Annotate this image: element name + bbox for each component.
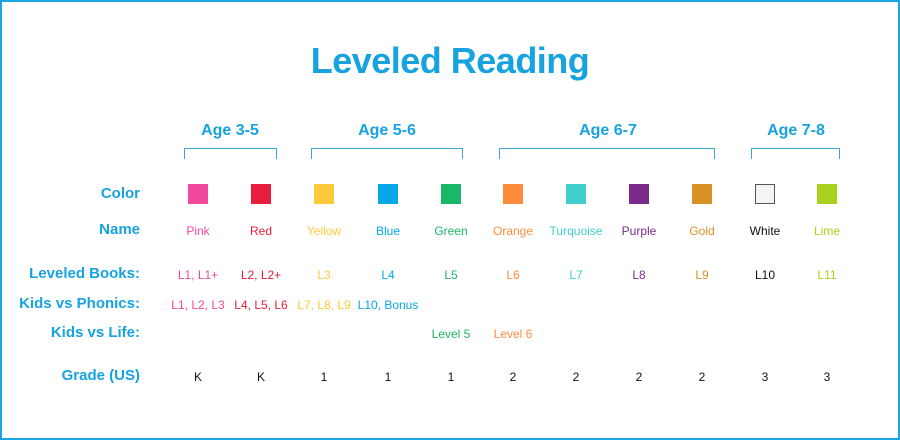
- kids-vs-phonics-cell: L4, L5, L6: [234, 298, 288, 312]
- grade-cell: 1: [384, 370, 392, 384]
- level-name-lime: Lime: [813, 224, 841, 238]
- kids-vs-phonics-cell: L7, L8, L9: [297, 298, 351, 312]
- kids-vs-phonics-cell: L1, L2, L3: [171, 298, 225, 312]
- leveled-books-cell: L7: [569, 268, 583, 282]
- age-group-label: Age 6-7: [579, 122, 637, 139]
- level-name-white: White: [749, 224, 781, 238]
- row-label-kids-vs-phonics: Kids vs Phonics:: [19, 295, 140, 312]
- leveled-books-cell: L10: [754, 268, 776, 282]
- color-swatch-gold: [692, 184, 712, 204]
- leveled-books-cell: L3: [317, 268, 331, 282]
- color-swatch-purple: [629, 184, 649, 204]
- leveled-books-cell: L11: [817, 268, 837, 282]
- color-swatch-turquoise: [566, 184, 586, 204]
- level-name-gold: Gold: [689, 224, 715, 238]
- row-label-color: Color: [100, 185, 140, 202]
- leveled-books-cell: L6: [506, 268, 520, 282]
- row-label-kids-vs-life: Kids vs Life:: [50, 324, 140, 341]
- age-group-bracket: [184, 148, 277, 159]
- level-name-blue: Blue: [375, 224, 401, 238]
- kids-vs-phonics-cell: L10, Bonus: [357, 298, 419, 312]
- grade-cell: K: [256, 370, 266, 384]
- grade-cell: 1: [447, 370, 455, 384]
- row-label-name: Name: [99, 221, 140, 238]
- kids-vs-life-cell: Level 5: [431, 327, 471, 341]
- grade-cell: 3: [823, 370, 831, 384]
- level-name-pink: Pink: [186, 224, 210, 238]
- grade-cell: 1: [320, 370, 328, 384]
- color-swatch-white: [755, 184, 775, 204]
- grade-cell: K: [193, 370, 203, 384]
- level-name-orange: Orange: [492, 224, 534, 238]
- kids-vs-life-cell: Level 6: [493, 327, 533, 341]
- level-name-red: Red: [249, 224, 273, 238]
- age-group-bracket: [311, 148, 463, 159]
- level-name-turquoise: Turquoise: [549, 224, 603, 238]
- page-title: Leveled Reading: [310, 40, 590, 81]
- level-name-yellow: Yellow: [306, 224, 342, 238]
- age-group-label: Age 7-8: [767, 122, 825, 139]
- grade-cell: 2: [509, 370, 517, 384]
- leveled-books-cell: L1, L1+: [177, 268, 219, 282]
- age-group-bracket: [751, 148, 840, 159]
- color-swatch-pink: [188, 184, 208, 204]
- color-swatch-yellow: [314, 184, 334, 204]
- grade-cell: 2: [572, 370, 580, 384]
- age-group-label: Age 3-5: [201, 122, 259, 139]
- grade-cell: 3: [761, 370, 769, 384]
- level-name-purple: Purple: [621, 224, 657, 238]
- leveled-books-cell: L4: [381, 268, 395, 282]
- leveled-books-cell: L9: [695, 268, 709, 282]
- leveled-books-cell: L2, L2+: [240, 268, 282, 282]
- age-group-label: Age 5-6: [358, 122, 416, 139]
- age-group-bracket: [499, 148, 715, 159]
- color-swatch-red: [251, 184, 271, 204]
- grade-cell: 2: [698, 370, 706, 384]
- color-swatch-green: [441, 184, 461, 204]
- color-swatch-orange: [503, 184, 523, 204]
- grade-cell: 2: [635, 370, 643, 384]
- row-label-grade: Grade (US): [61, 367, 140, 384]
- color-swatch-lime: [817, 184, 837, 204]
- level-name-green: Green: [434, 224, 468, 238]
- row-label-leveled-books: Leveled Books:: [29, 265, 140, 282]
- leveled-books-cell: L8: [632, 268, 646, 282]
- color-swatch-blue: [378, 184, 398, 204]
- leveled-books-cell: L5: [444, 268, 458, 282]
